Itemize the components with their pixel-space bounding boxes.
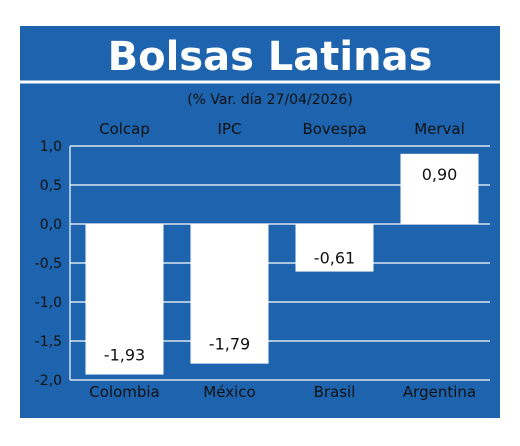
y-tick-label: 1,0 xyxy=(40,139,62,155)
bars xyxy=(85,153,479,375)
category-label: Argentina xyxy=(403,383,476,401)
y-tick-label: -0,5 xyxy=(35,256,62,272)
bar-value-label: -0,61 xyxy=(314,249,355,268)
y-tick-label: -2,0 xyxy=(35,373,62,389)
chart-subtitle: (% Var. día 27/04/2026) xyxy=(187,92,353,108)
y-tick-label: 0,5 xyxy=(40,178,62,194)
index-label: Bovespa xyxy=(302,120,366,138)
y-tick-label: -1,0 xyxy=(35,295,62,311)
bar-value-label: 0,90 xyxy=(422,165,458,184)
y-tick-label: 0,0 xyxy=(40,217,62,233)
index-label: Merval xyxy=(414,120,465,138)
category-label: México xyxy=(203,383,255,401)
bar xyxy=(85,224,164,375)
bar xyxy=(190,224,269,364)
y-tick-label: -1,5 xyxy=(35,334,62,350)
y-axis-ticks: 1,0 0,5 0,0 -0,5 -1,0 -1,5 -2,0 xyxy=(35,139,62,389)
index-label: IPC xyxy=(218,120,242,138)
labels: -1,93 Colcap Colombia -1,79 IPC México -0,61 Bo… xyxy=(89,120,476,401)
category-label: Colombia xyxy=(89,383,160,401)
chart-title: Bolsas Latinas xyxy=(108,34,433,80)
index-label: Colcap xyxy=(99,120,150,138)
category-label: Brasil xyxy=(314,383,356,401)
bar xyxy=(400,153,479,224)
bar-value-label: -1,79 xyxy=(209,335,250,354)
bar-value-label: -1,93 xyxy=(104,346,145,365)
bar xyxy=(295,224,374,272)
